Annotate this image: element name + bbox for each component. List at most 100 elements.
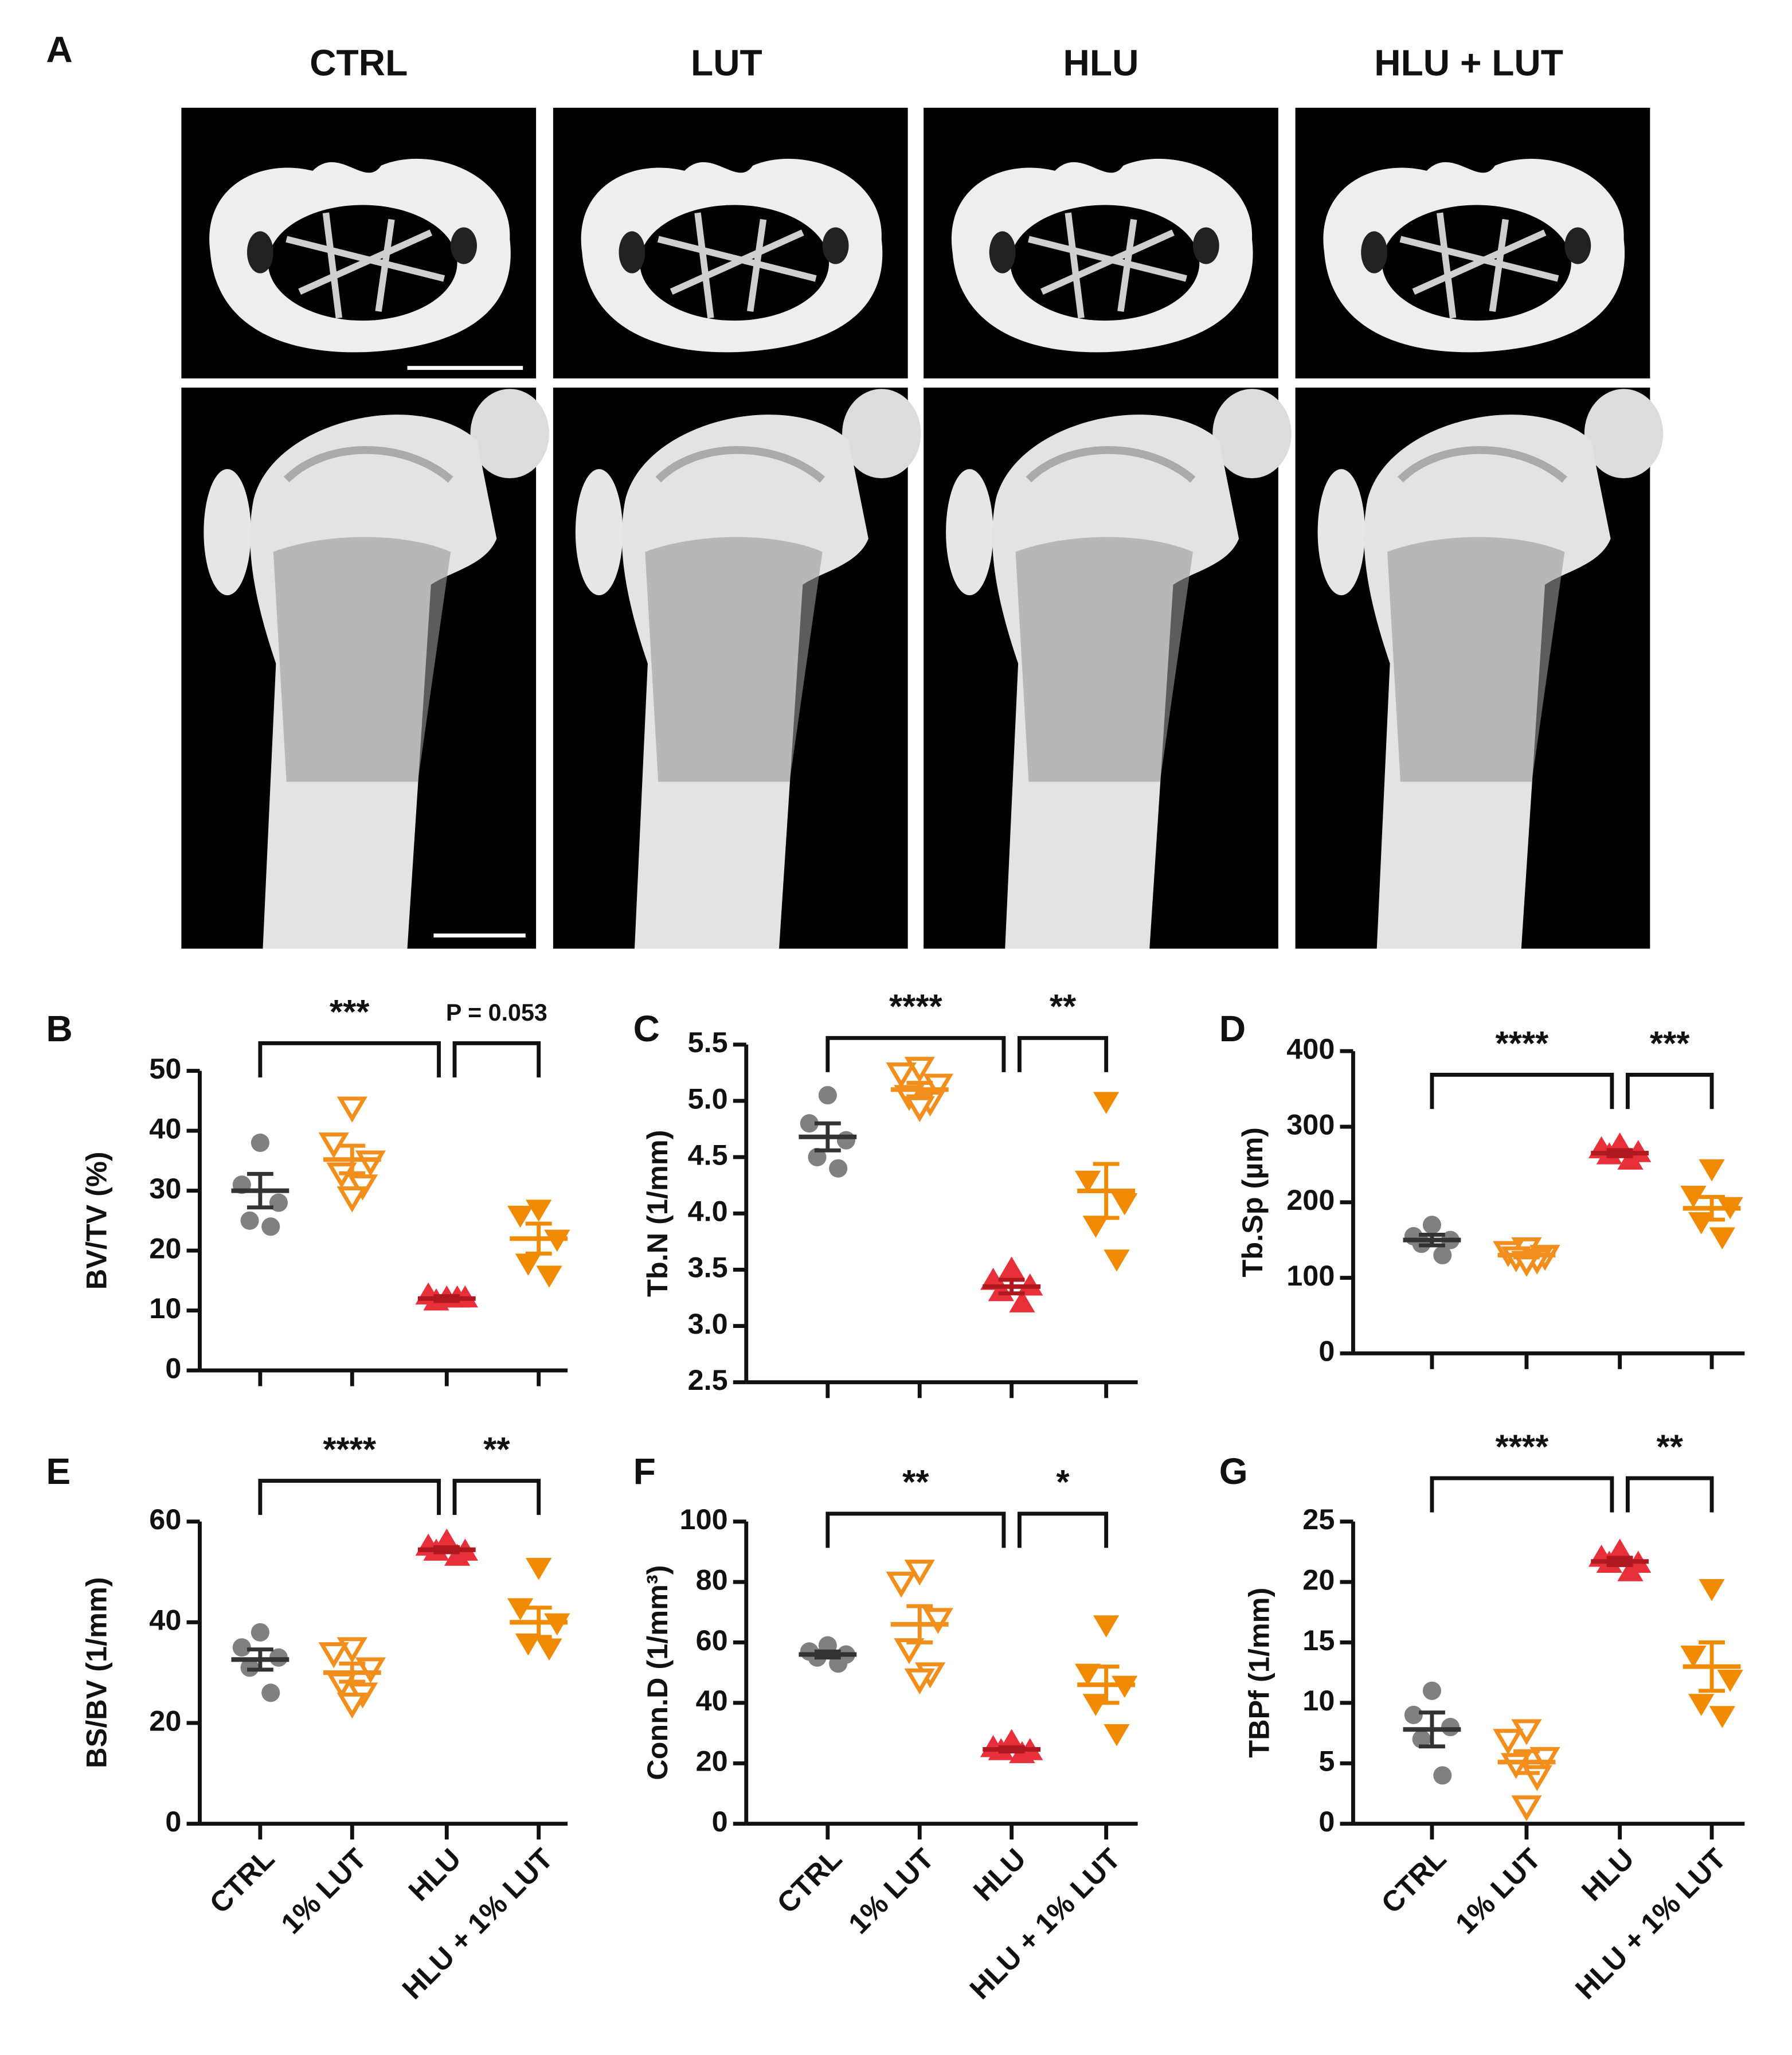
data-point [1699, 1159, 1725, 1182]
data-point [1617, 1559, 1644, 1581]
data-point [1433, 1245, 1452, 1265]
data-point [1112, 1193, 1138, 1216]
y-tick-label: 200 [1286, 1183, 1335, 1216]
y-tick-label: 0 [165, 1351, 181, 1384]
x-tick-label: 1% LUT [275, 1842, 373, 1940]
data-point [1493, 1729, 1524, 1755]
x-tick-label: HLU [402, 1842, 467, 1908]
y-tick-label: 3.0 [688, 1307, 728, 1340]
significance-bracket [1625, 1073, 1714, 1109]
data-point [894, 1638, 925, 1665]
y-tick-label: 4.5 [688, 1138, 728, 1171]
y-tick-label: 25 [1302, 1503, 1335, 1536]
data-point [1104, 1249, 1130, 1272]
cross-section [1323, 159, 1625, 352]
significance-label: *** [330, 993, 370, 1031]
y-tick-label: 5.0 [688, 1082, 728, 1115]
panel-label: A [46, 29, 72, 71]
y-tick-label: 3.5 [688, 1251, 728, 1284]
data-point [515, 1633, 541, 1656]
y-tick-label: 60 [696, 1624, 728, 1656]
panel-label: F [633, 1451, 656, 1492]
data-point [818, 1086, 837, 1105]
significance-bracket [1430, 1476, 1614, 1513]
y-tick-label: 40 [696, 1684, 728, 1717]
data-point [1688, 1694, 1715, 1716]
x-tick-label: CTRL [770, 1842, 848, 1920]
data-point [800, 1114, 819, 1133]
y-tick-label: 2.5 [688, 1364, 728, 1396]
data-point [251, 1623, 269, 1642]
y-tick-label: 400 [1286, 1033, 1335, 1065]
significance-bracket [452, 1041, 541, 1078]
significance-label: *** [1650, 1024, 1690, 1062]
data-point [1404, 1705, 1423, 1724]
data-point [355, 1150, 386, 1177]
data-point [337, 1186, 367, 1213]
y-tick-label: 4.0 [688, 1195, 728, 1228]
y-axis-label: BV/TV (%) [80, 1151, 112, 1290]
data-point [1529, 1747, 1560, 1773]
cross-section [581, 159, 883, 352]
panel-label: D [1219, 1008, 1246, 1049]
data-point [1009, 1290, 1035, 1312]
y-tick-label: 20 [696, 1745, 728, 1777]
data-point [240, 1658, 259, 1677]
column-header: CTRL [310, 42, 408, 84]
y-tick-label: 300 [1286, 1108, 1335, 1140]
y-tick-label: 0 [1318, 1805, 1335, 1838]
y-tick-label: 5 [1318, 1745, 1335, 1777]
y-axis-label: Tb.N (1/mm) [641, 1130, 674, 1297]
data-point [240, 1211, 259, 1230]
significance-label: ** [483, 1430, 510, 1468]
data-point [1521, 1765, 1552, 1791]
x-tick-label: CTRL [1375, 1842, 1452, 1920]
significance-bracket [825, 1511, 1006, 1548]
y-tick-label: 40 [149, 1112, 181, 1144]
y-axis-label: BS/BV (1/mm) [80, 1577, 112, 1768]
significance-bracket [1430, 1073, 1614, 1109]
data-point [922, 1608, 953, 1634]
data-point [1412, 1730, 1431, 1749]
data-point [1074, 1663, 1101, 1686]
data-point [999, 1256, 1025, 1279]
data-point [337, 1096, 367, 1123]
significance-label: **** [323, 1430, 377, 1468]
data-point [1093, 1092, 1120, 1114]
data-point [1717, 1670, 1743, 1692]
significance-bracket [825, 1036, 1006, 1072]
data-point [515, 1253, 541, 1276]
panel-label: E [46, 1451, 71, 1492]
significance-label: **** [1496, 1024, 1550, 1062]
significance-label: **** [889, 987, 943, 1026]
data-point [886, 1062, 917, 1089]
significance-label: * [1056, 1463, 1070, 1501]
data-point [886, 1572, 917, 1598]
significance-bracket [258, 1041, 441, 1078]
data-point [1511, 1795, 1542, 1822]
y-tick-label: 80 [696, 1563, 728, 1596]
data-point [808, 1148, 827, 1167]
data-point [829, 1159, 848, 1178]
y-tick-label: 0 [165, 1805, 181, 1838]
data-point [337, 1692, 367, 1719]
y-tick-label: 50 [149, 1052, 181, 1085]
significance-bracket [1017, 1511, 1109, 1548]
data-point [836, 1131, 855, 1150]
data-point [1422, 1216, 1441, 1234]
significance-label: P = 0.053 [446, 999, 547, 1026]
data-point [507, 1205, 534, 1228]
data-point [261, 1683, 280, 1702]
x-tick-label: HLU [1575, 1842, 1641, 1908]
significance-label: **** [1496, 1427, 1550, 1466]
data-point [1688, 1212, 1715, 1234]
y-tick-label: 60 [149, 1503, 181, 1536]
y-axis-label: Conn.D (1/mm³) [641, 1565, 674, 1780]
data-point [536, 1638, 562, 1661]
y-tick-label: 10 [1302, 1684, 1335, 1717]
significance-bracket [1625, 1476, 1714, 1513]
data-point [1441, 1717, 1460, 1737]
data-point [904, 1560, 935, 1586]
data-point [1422, 1681, 1441, 1700]
y-tick-label: 30 [149, 1172, 181, 1205]
